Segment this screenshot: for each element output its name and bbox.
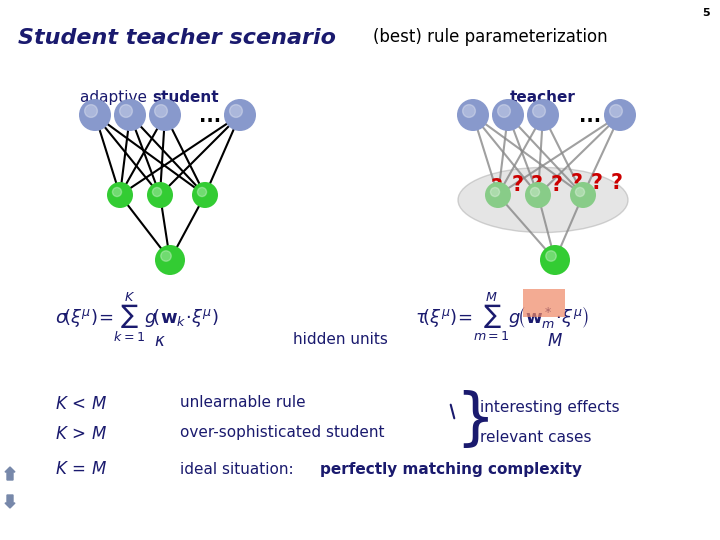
Circle shape: [575, 187, 585, 197]
Circle shape: [147, 182, 173, 208]
Text: interesting effects: interesting effects: [480, 400, 620, 415]
Circle shape: [570, 182, 596, 208]
Circle shape: [485, 182, 511, 208]
Text: ?: ?: [551, 175, 563, 195]
Text: teacher: teacher: [510, 90, 576, 105]
Text: ...: ...: [579, 107, 601, 126]
Text: adaptive: adaptive: [80, 90, 152, 105]
Circle shape: [149, 99, 181, 131]
FancyArrow shape: [5, 495, 15, 508]
Text: $M$: $M$: [547, 332, 563, 350]
Text: perfectly matching complexity: perfectly matching complexity: [320, 462, 582, 477]
Circle shape: [546, 251, 557, 261]
Text: $\kappa$: $\kappa$: [154, 332, 166, 350]
Text: }: }: [455, 390, 495, 450]
Text: relevant cases: relevant cases: [480, 430, 592, 445]
Text: ?: ?: [571, 173, 583, 193]
Circle shape: [197, 187, 207, 197]
Text: ?: ?: [591, 173, 603, 193]
Circle shape: [463, 105, 475, 117]
Circle shape: [533, 105, 546, 117]
Text: ?: ?: [611, 173, 623, 193]
Circle shape: [527, 99, 559, 131]
Text: unlearnable rule: unlearnable rule: [180, 395, 305, 410]
Circle shape: [114, 99, 146, 131]
Circle shape: [120, 105, 132, 117]
Ellipse shape: [458, 167, 628, 233]
FancyBboxPatch shape: [523, 289, 565, 317]
Text: $K\,>\,M$: $K\,>\,M$: [55, 425, 107, 443]
Text: ?: ?: [531, 175, 543, 195]
Circle shape: [224, 99, 256, 131]
Circle shape: [531, 187, 539, 197]
Text: student: student: [152, 90, 219, 105]
Text: ?: ?: [512, 175, 524, 195]
Circle shape: [79, 99, 111, 131]
Text: $\tau\!\left(\xi^\mu\right)\!=\!\sum_{m=1}^{M} g\!\left(\mathbf{w}_m^*\!\cdot\!\: $\tau\!\left(\xi^\mu\right)\!=\!\sum_{m=…: [415, 290, 589, 343]
Circle shape: [155, 105, 167, 117]
Text: 5: 5: [703, 8, 710, 18]
Circle shape: [153, 187, 161, 197]
Text: over-sophisticated student: over-sophisticated student: [180, 425, 384, 440]
Circle shape: [525, 182, 551, 208]
Circle shape: [112, 187, 122, 197]
Text: Student teacher scenario: Student teacher scenario: [18, 28, 336, 48]
Circle shape: [161, 251, 171, 261]
Circle shape: [540, 245, 570, 275]
Text: $K\,<\,M$: $K\,<\,M$: [55, 395, 107, 413]
Circle shape: [107, 182, 133, 208]
FancyArrow shape: [5, 467, 15, 480]
Circle shape: [492, 99, 524, 131]
Text: $K\,=\,M$: $K\,=\,M$: [55, 460, 107, 478]
Circle shape: [610, 105, 622, 117]
Text: ...: ...: [199, 107, 221, 126]
Circle shape: [457, 99, 489, 131]
Text: ?: ?: [491, 178, 503, 198]
Circle shape: [230, 105, 243, 117]
Text: hidden units: hidden units: [292, 332, 387, 347]
Circle shape: [490, 187, 500, 197]
Text: $\sigma\!\left(\xi^\mu\right)\!=\!\sum_{k=1}^{K} g\!\left(\mathbf{w}_k\!\cdot\!\: $\sigma\!\left(\xi^\mu\right)\!=\!\sum_{…: [55, 290, 219, 343]
Circle shape: [604, 99, 636, 131]
Circle shape: [192, 182, 218, 208]
Text: ideal situation:: ideal situation:: [180, 462, 299, 477]
Text: (best) rule parameterization: (best) rule parameterization: [373, 28, 607, 46]
Circle shape: [155, 245, 185, 275]
Circle shape: [85, 105, 97, 117]
Circle shape: [498, 105, 510, 117]
